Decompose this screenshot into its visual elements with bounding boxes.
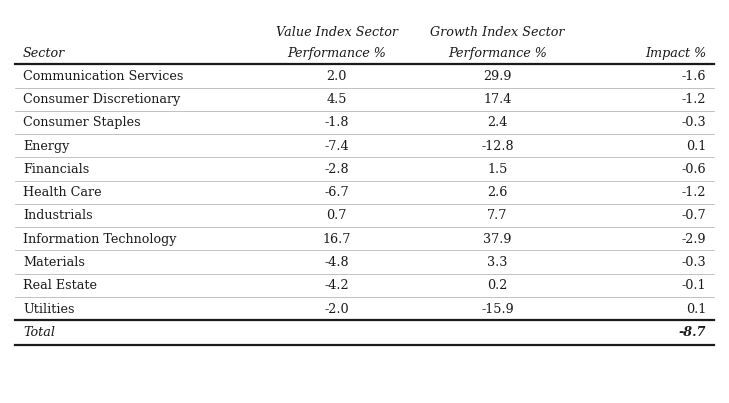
Text: -0.7: -0.7 [682,210,706,222]
Text: Communication Services: Communication Services [23,70,184,83]
Text: 2.4: 2.4 [487,116,507,129]
Text: Financials: Financials [23,163,89,176]
Text: -1.2: -1.2 [682,93,706,106]
Text: 7.7: 7.7 [487,210,507,222]
Text: -15.9: -15.9 [481,303,514,316]
Text: Sector: Sector [23,47,65,60]
Text: -0.3: -0.3 [682,256,706,269]
Text: 16.7: 16.7 [322,233,351,246]
Text: 4.5: 4.5 [327,93,347,106]
Text: -0.3: -0.3 [682,116,706,129]
Text: -7.4: -7.4 [324,140,348,153]
Text: Performance %: Performance % [448,47,547,60]
Text: -0.1: -0.1 [682,279,706,292]
Text: 0.7: 0.7 [327,210,347,222]
Text: 0.2: 0.2 [487,279,507,292]
Text: 37.9: 37.9 [483,233,512,246]
Text: -4.8: -4.8 [324,256,348,269]
Text: Real Estate: Real Estate [23,279,97,292]
Text: Growth Index Sector: Growth Index Sector [430,26,565,39]
Text: -12.8: -12.8 [481,140,514,153]
Text: 29.9: 29.9 [483,70,512,83]
Text: 2.6: 2.6 [487,186,507,199]
Text: 0.1: 0.1 [686,303,706,316]
Text: -2.8: -2.8 [324,163,348,176]
Text: Value Index Sector: Value Index Sector [276,26,397,39]
Text: -4.2: -4.2 [324,279,348,292]
Text: Consumer Discretionary: Consumer Discretionary [23,93,180,106]
Text: -2.9: -2.9 [682,233,706,246]
Text: Total: Total [23,326,55,339]
Text: 1.5: 1.5 [487,163,507,176]
Text: Materials: Materials [23,256,85,269]
Text: 3.3: 3.3 [487,256,507,269]
Text: 2.0: 2.0 [327,70,347,83]
Text: Consumer Staples: Consumer Staples [23,116,141,129]
Text: -0.6: -0.6 [682,163,706,176]
Text: -8.7: -8.7 [679,326,706,339]
Text: Impact %: Impact % [644,47,706,60]
Text: Industrials: Industrials [23,210,93,222]
Text: -6.7: -6.7 [324,186,348,199]
Text: -1.2: -1.2 [682,186,706,199]
Text: -1.8: -1.8 [324,116,348,129]
Text: 0.1: 0.1 [686,140,706,153]
Text: -2.0: -2.0 [324,303,348,316]
Text: Performance %: Performance % [287,47,386,60]
Text: -1.6: -1.6 [682,70,706,83]
Text: 17.4: 17.4 [483,93,512,106]
Text: Health Care: Health Care [23,186,101,199]
Text: Information Technology: Information Technology [23,233,176,246]
Text: Utilities: Utilities [23,303,74,316]
Text: Energy: Energy [23,140,69,153]
